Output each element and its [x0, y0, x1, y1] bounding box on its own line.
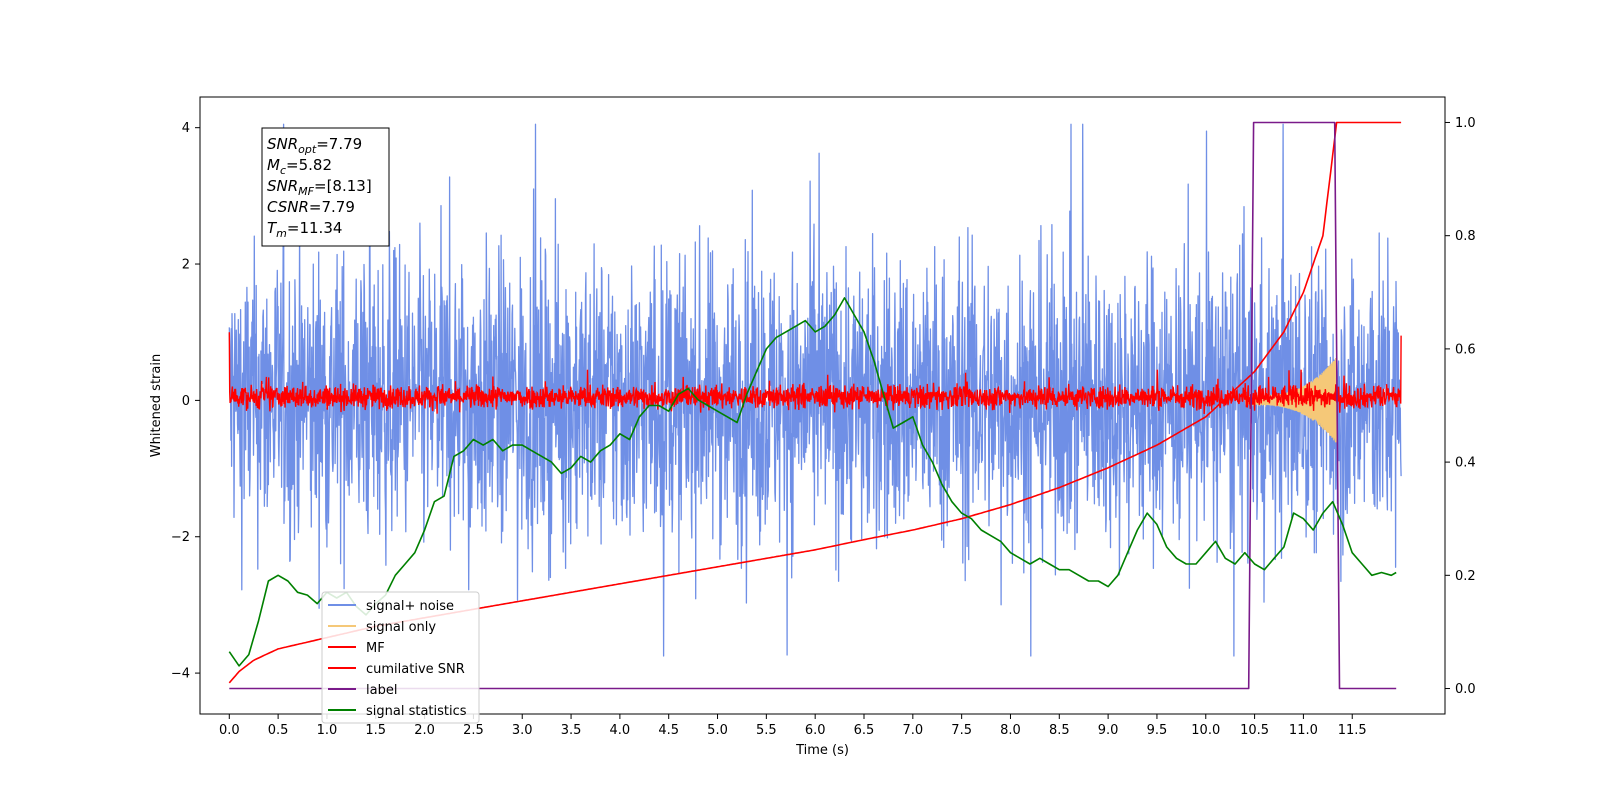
legend-item[interactable]: label: [328, 683, 397, 698]
x-tick-label: 4.0: [610, 723, 631, 738]
y-tick-label-left: −2: [171, 530, 190, 545]
x-tick-label: 8.5: [1049, 723, 1070, 738]
x-tick-label: 2.5: [463, 723, 484, 738]
legend-label: label: [366, 683, 397, 698]
annotation-line: SNRMF=[8.13]: [267, 177, 372, 198]
x-tick-label: 3.0: [512, 723, 533, 738]
y-tick-label-right: 0.8: [1455, 229, 1476, 244]
y-tick-label-right: 0.0: [1455, 682, 1476, 697]
legend-label: MF: [366, 641, 385, 656]
x-tick-label: 3.5: [561, 723, 582, 738]
legend-item[interactable]: MF: [328, 641, 385, 656]
x-tick-label: 9.5: [1147, 723, 1168, 738]
annotation-line: CSNR=7.79: [267, 198, 355, 216]
y-tick-label-left: 0: [182, 394, 190, 409]
x-tick-label: 9.0: [1098, 723, 1119, 738]
plot-frame: [199, 96, 1446, 715]
x-tick-label: 5.5: [756, 723, 777, 738]
x-tick-label: 0.0: [219, 723, 240, 738]
x-tick-label: 7.0: [902, 723, 923, 738]
legend-label: signal+ noise: [366, 599, 454, 614]
annotation-box: [261, 127, 390, 247]
x-tick-label: 6.5: [854, 723, 875, 738]
y-tick-label-left: −4: [171, 667, 190, 682]
legend-item[interactable]: signal statistics: [328, 704, 467, 719]
y-tick-label-right: 0.6: [1455, 342, 1476, 357]
legend[interactable]: signal+ noise signal only MF cumilative SNR…: [321, 591, 480, 724]
x-tick-label: 6.0: [805, 723, 826, 738]
x-tick-label: 10.5: [1240, 723, 1269, 738]
legend-label: signal statistics: [366, 704, 467, 719]
legend-item[interactable]: signal+ noise: [328, 599, 454, 614]
legend-item[interactable]: cumilative SNR: [328, 662, 465, 677]
y-tick-label-right: 0.4: [1455, 456, 1476, 471]
signal-noise-layer: [228, 123, 1402, 657]
y-tick-label-left: 4: [182, 121, 190, 136]
y-tick-label-right: 0.2: [1455, 569, 1476, 584]
x-tick-label: 11.5: [1338, 723, 1367, 738]
x-tick-label: 2.0: [414, 723, 435, 738]
legend-label: cumilative SNR: [366, 662, 465, 677]
x-tick-label: 7.5: [951, 723, 972, 738]
annotation-line: SNRopt=7.79: [267, 135, 362, 156]
y-tick-label-left: 2: [182, 258, 190, 273]
x-tick-label: 0.5: [268, 723, 289, 738]
series-line-signal-statistics: [228, 297, 1397, 667]
y-tick-label-right: 1.0: [1455, 116, 1476, 131]
annotation-line: Mc=5.82: [267, 156, 332, 177]
series-line-mf: [228, 332, 1402, 415]
axes: 0.0 0.5 1.0 1.5 2.0 2.5 3.0 3.5 4.0 4.5 5.0 5.5 6.0 6…: [171, 116, 1476, 738]
series-line-signal-noise: [228, 123, 1402, 657]
legend-label: signal only: [366, 620, 436, 635]
x-tick-label: 4.5: [658, 723, 679, 738]
x-tick-label: 8.0: [1000, 723, 1021, 738]
x-tick-label: 11.0: [1289, 723, 1318, 738]
x-tick-label: 1.0: [317, 723, 338, 738]
annotation-line: Tm=11.34: [267, 219, 342, 240]
legend-item[interactable]: signal only: [328, 620, 436, 635]
series-line-label: [229, 121, 1397, 690]
x-axis-label: Time (s): [795, 743, 849, 758]
y-axis-label-left: Whitened strain: [149, 354, 164, 457]
mf-layer: [228, 332, 1402, 415]
x-tick-label: 5.0: [707, 723, 728, 738]
x-tick-label: 1.5: [365, 723, 386, 738]
legend-box: [321, 591, 480, 724]
x-tick-label: 10.0: [1191, 723, 1220, 738]
